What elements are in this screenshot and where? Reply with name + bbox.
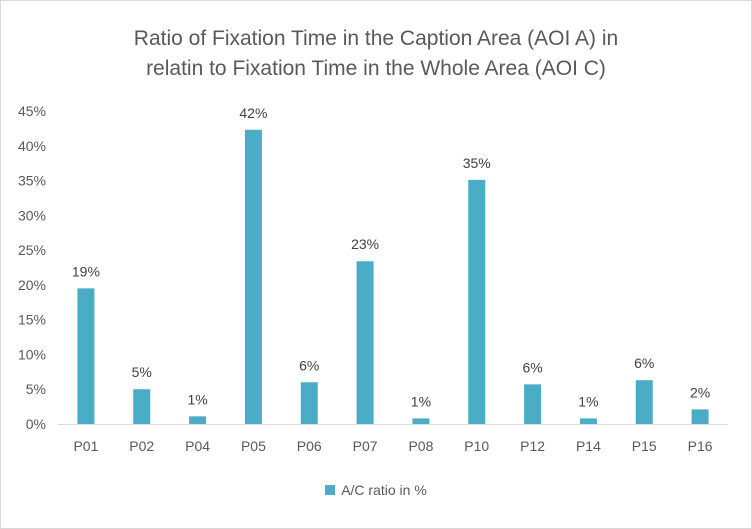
x-tick-label-p02: P02 bbox=[129, 438, 154, 454]
x-tick-label-p06: P06 bbox=[297, 438, 322, 454]
data-label-p05: 42% bbox=[239, 105, 267, 121]
x-tick-label-p16: P16 bbox=[688, 438, 713, 454]
data-label-p15: 6% bbox=[634, 355, 654, 371]
bar-p01 bbox=[77, 288, 95, 424]
x-tick-label-p12: P12 bbox=[520, 438, 545, 454]
y-tick-label: 0% bbox=[26, 416, 46, 432]
y-tick-label: 35% bbox=[18, 173, 46, 189]
data-label-p01: 19% bbox=[72, 263, 100, 279]
y-tick-label: 10% bbox=[18, 346, 46, 362]
x-tick-label-p01: P01 bbox=[73, 438, 98, 454]
bar-p04 bbox=[189, 416, 207, 424]
y-tick-label: 25% bbox=[18, 242, 46, 258]
bar-p10 bbox=[468, 179, 486, 424]
chart-title-line-2: relatin to Fixation Time in the Whole Ar… bbox=[146, 57, 606, 80]
data-label-p10: 35% bbox=[463, 155, 491, 171]
legend-swatch bbox=[325, 485, 336, 496]
x-tick-label-p14: P14 bbox=[576, 438, 601, 454]
y-tick-label: 15% bbox=[18, 312, 46, 328]
bar-p02 bbox=[133, 389, 151, 424]
bar-p15 bbox=[635, 380, 653, 424]
chart-title-line-1: Ratio of Fixation Time in the Caption Ar… bbox=[133, 27, 619, 50]
x-tick-label-p04: P04 bbox=[185, 438, 210, 454]
x-tick-label-p05: P05 bbox=[241, 438, 266, 454]
data-label-p08: 1% bbox=[411, 393, 431, 409]
data-label-p12: 6% bbox=[522, 359, 542, 375]
bar-p07 bbox=[356, 261, 374, 424]
data-label-p16: 2% bbox=[690, 384, 710, 400]
x-tick-label-p10: P10 bbox=[464, 438, 489, 454]
x-tick-label-p07: P07 bbox=[353, 438, 378, 454]
chart-title: Ratio of Fixation Time in the Caption Ar… bbox=[0, 24, 752, 84]
x-tick-label-p15: P15 bbox=[632, 438, 657, 454]
data-label-p04: 1% bbox=[187, 391, 207, 407]
bar-p06 bbox=[300, 382, 318, 424]
data-label-p14: 1% bbox=[578, 393, 598, 409]
y-tick-label: 5% bbox=[26, 381, 46, 397]
data-label-p02: 5% bbox=[132, 364, 152, 380]
y-tick-label: 45% bbox=[18, 103, 46, 119]
y-tick-label: 30% bbox=[18, 207, 46, 223]
bar-p05 bbox=[244, 129, 262, 424]
bar-p08 bbox=[412, 418, 430, 424]
bar-p12 bbox=[524, 384, 542, 424]
y-tick-label: 20% bbox=[18, 277, 46, 293]
chart-legend: A/C ratio in % bbox=[0, 482, 752, 498]
data-label-p07: 23% bbox=[351, 236, 379, 252]
x-tick-label-p08: P08 bbox=[408, 438, 433, 454]
bar-p16 bbox=[691, 409, 709, 424]
legend-label: A/C ratio in % bbox=[341, 482, 427, 498]
bar-p14 bbox=[579, 418, 597, 424]
y-tick-label: 40% bbox=[18, 138, 46, 154]
data-label-p06: 6% bbox=[299, 357, 319, 373]
